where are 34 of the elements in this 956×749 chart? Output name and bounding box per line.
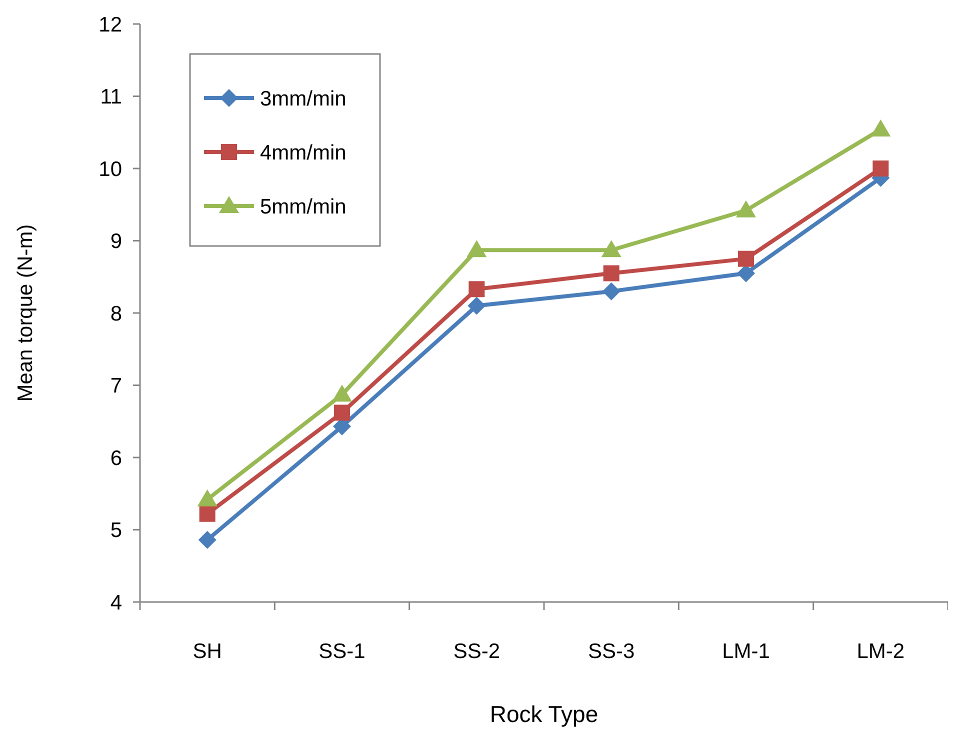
x-tick-label: SS-3 [588, 640, 635, 663]
point [466, 240, 487, 258]
y-tick-label: 5 [110, 519, 122, 542]
x-tick-label: SS-1 [318, 640, 366, 663]
y-tick-label: 8 [110, 302, 122, 326]
y-tick-label: 12 [98, 13, 122, 36]
point [738, 250, 754, 267]
y-tick-label: 10 [98, 158, 122, 181]
point [603, 265, 620, 282]
point [872, 160, 889, 176]
y-tick-label: 4 [110, 591, 122, 614]
x-tick-label: SH [192, 640, 222, 663]
point [199, 506, 216, 522]
y-tick-label: 9 [110, 230, 122, 254]
point [601, 240, 622, 258]
y-tick-label: 11 [100, 86, 122, 109]
y-axis-title: Mean torque (N-m) [14, 224, 37, 402]
y-tick-label: 7 [110, 374, 122, 398]
point [334, 404, 350, 421]
point [332, 384, 352, 402]
legend-label: 4mm/min [260, 141, 346, 164]
legend-label: 5mm/min [260, 195, 346, 218]
x-tick-label: LM-1 [722, 640, 770, 663]
point [602, 282, 620, 300]
y-tick-label: 6 [110, 446, 122, 470]
point [468, 296, 486, 315]
x-axis-title: Rock Type [490, 701, 598, 727]
legend-label: 3mm/min [260, 87, 346, 110]
point [736, 200, 756, 218]
x-tick-label: LM-2 [856, 640, 905, 663]
point [198, 530, 216, 549]
x-tick-label: SS-2 [453, 640, 500, 663]
point [468, 281, 485, 298]
point [197, 489, 218, 506]
